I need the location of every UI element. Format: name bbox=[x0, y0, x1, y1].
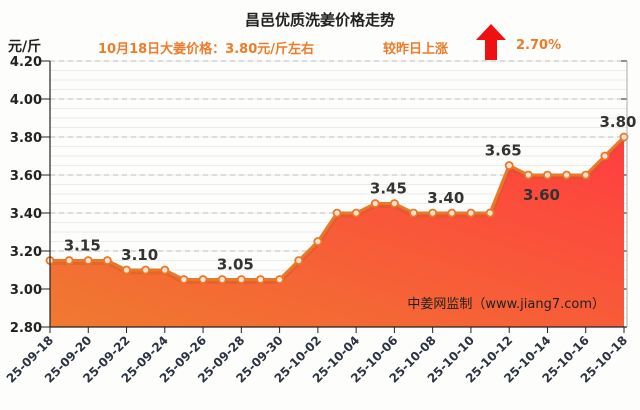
y-tick-label: 3.40 bbox=[10, 207, 42, 222]
data-label: 3.05 bbox=[217, 256, 254, 274]
data-point bbox=[83, 256, 93, 265]
data-point bbox=[236, 275, 246, 284]
up-arrow-icon bbox=[476, 24, 506, 60]
y-tick-label: 2.80 bbox=[10, 321, 42, 336]
data-point bbox=[141, 265, 151, 275]
data-label: 3.60 bbox=[523, 186, 560, 204]
data-point bbox=[523, 170, 533, 180]
data-label: 3.15 bbox=[64, 237, 101, 255]
subtitle-change-label: 较昨日上涨 bbox=[383, 42, 449, 57]
data-point bbox=[351, 208, 361, 218]
data-point bbox=[466, 208, 476, 218]
subtitle-change-value: 2.70% bbox=[516, 38, 562, 53]
y-tick-label: 4.20 bbox=[10, 55, 42, 70]
chart-title: 昌邑优质洗姜价格走势 bbox=[244, 11, 395, 29]
y-tick-label: 4.00 bbox=[10, 93, 42, 108]
data-point bbox=[217, 275, 227, 284]
y-tick-label: 3.00 bbox=[10, 283, 42, 298]
watermark: 中姜网监制（www.jiang7.com） bbox=[407, 297, 605, 312]
data-label: 3.10 bbox=[121, 246, 158, 264]
y-tick-label: 3.60 bbox=[10, 169, 42, 184]
data-label: 3.80 bbox=[599, 113, 636, 131]
data-point bbox=[103, 256, 112, 265]
subtitle-price: 10月18日大姜价格：3.80元/斤左右 bbox=[98, 42, 315, 57]
data-point bbox=[409, 208, 418, 218]
data-point bbox=[543, 170, 552, 180]
y-axis-label: 元/斤 bbox=[8, 39, 42, 55]
data-point bbox=[179, 275, 189, 284]
data-label: 3.45 bbox=[370, 180, 407, 198]
data-point bbox=[160, 265, 170, 275]
data-label: 3.40 bbox=[427, 189, 464, 207]
data-point bbox=[600, 151, 610, 161]
data-point bbox=[122, 265, 131, 275]
data-point bbox=[389, 199, 399, 208]
data-point bbox=[428, 208, 438, 218]
y-tick-label: 3.80 bbox=[10, 131, 42, 146]
data-point bbox=[485, 208, 495, 218]
data-point bbox=[581, 170, 591, 180]
data-point bbox=[447, 208, 457, 218]
data-point bbox=[562, 170, 571, 180]
data-point bbox=[294, 256, 304, 265]
data-point bbox=[619, 132, 629, 142]
data-point bbox=[198, 275, 208, 284]
data-point bbox=[332, 208, 342, 218]
data-point bbox=[313, 237, 323, 246]
data-point bbox=[64, 256, 74, 265]
data-point bbox=[504, 161, 514, 170]
y-tick-label: 3.20 bbox=[10, 245, 42, 260]
data-point bbox=[370, 199, 380, 208]
data-label: 3.65 bbox=[485, 142, 522, 160]
data-point bbox=[275, 275, 285, 284]
data-point bbox=[256, 275, 265, 284]
